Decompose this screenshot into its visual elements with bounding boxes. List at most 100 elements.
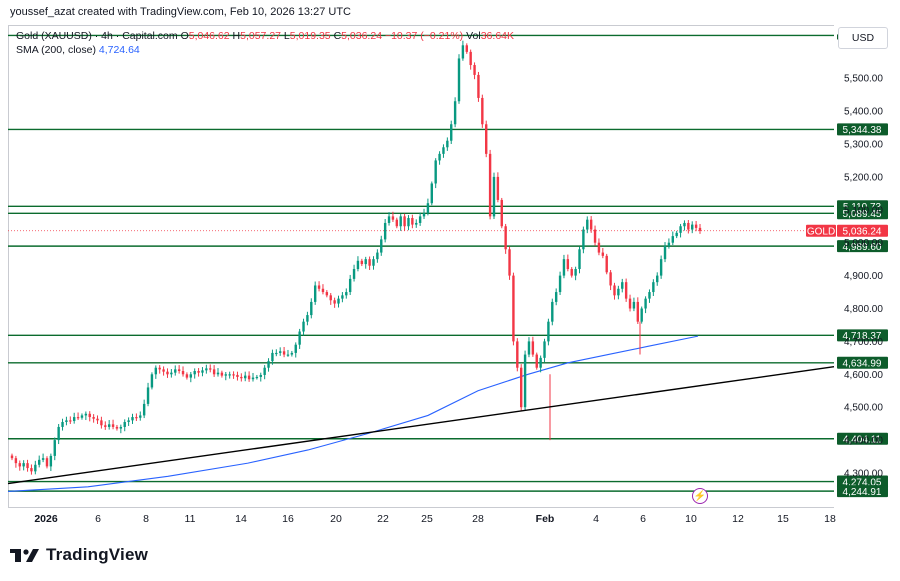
sma-value: 4,724.64 <box>98 44 140 56</box>
candle-body <box>162 369 165 372</box>
candle-body <box>613 285 616 296</box>
candle-body <box>481 97 484 125</box>
current-price-tag <box>837 224 888 237</box>
candle-body <box>395 219 399 227</box>
candle-body <box>566 259 570 270</box>
candle-body <box>259 374 262 377</box>
candle-body <box>193 371 196 375</box>
level-price-tag <box>837 356 888 369</box>
candle-body <box>236 374 239 377</box>
candle-body <box>418 216 422 223</box>
candle-body <box>321 288 325 293</box>
symbol-price-tag <box>806 224 836 237</box>
x-tick-label: 20 <box>330 513 342 525</box>
candle-body <box>278 351 282 353</box>
candle-body <box>100 420 103 426</box>
candle-body <box>115 426 119 429</box>
candle-body <box>84 413 88 416</box>
brand-name: TradingView <box>46 545 149 564</box>
candle-body <box>387 216 391 223</box>
level-price-label: 4,274.05 <box>843 477 882 488</box>
horizontal-levels: 5,110.735,089.454,989.604,718.374,634.99… <box>8 34 888 498</box>
candle-body <box>512 275 515 342</box>
tradingview-brand[interactable]: TradingView <box>10 545 148 565</box>
level-price-tag <box>837 123 888 136</box>
symbol-tag-label: GOLD <box>807 227 835 238</box>
candle-body <box>574 269 577 276</box>
level-price-tag <box>837 432 888 445</box>
candle-body <box>18 463 21 467</box>
candle-body <box>146 387 150 404</box>
candle-body <box>434 160 437 184</box>
candle-body <box>644 298 647 309</box>
symbol-title[interactable]: Gold (XAUUSD) · 4h · Capital.com <box>16 30 178 42</box>
y-tick-label: 5,500.00 <box>844 74 883 85</box>
y-tick-label: 4,900.00 <box>844 271 883 282</box>
symbol-legend[interactable]: Gold (XAUUSD) · 4h · Capital.com O5,046.… <box>16 30 514 42</box>
x-tick-label: 11 <box>185 513 196 525</box>
low-label: L <box>283 30 290 42</box>
candle-body <box>652 282 655 293</box>
candle-body <box>205 368 208 371</box>
y-tick-label: 5,200.00 <box>844 172 883 183</box>
x-tick-label: 25 <box>421 513 433 525</box>
candle-body <box>142 403 146 416</box>
candle-body <box>306 315 309 322</box>
candle-body <box>687 222 690 230</box>
candle-body <box>426 203 430 214</box>
candle-body <box>558 275 562 293</box>
x-tick-label: 10 <box>685 513 697 525</box>
volume-label: Vol <box>466 30 481 42</box>
candle-body <box>267 361 270 368</box>
candle-body <box>30 468 33 472</box>
candles-layer <box>10 40 702 475</box>
currency-button[interactable]: USD <box>838 27 888 49</box>
candle-body <box>271 352 274 362</box>
candle-body <box>61 422 64 427</box>
x-tick-label: 12 <box>732 513 744 525</box>
x-tick-label: 8 <box>143 513 149 525</box>
open-value: 5,046.62 <box>188 30 230 42</box>
candle-body <box>488 153 492 217</box>
x-tick-label: 15 <box>777 513 789 525</box>
candle-body <box>34 464 37 472</box>
level-price-label: 4,989.60 <box>843 242 882 253</box>
candle-body <box>621 282 624 289</box>
candle-body <box>189 374 193 378</box>
candle-body <box>527 341 531 355</box>
candle-body <box>531 341 535 355</box>
candle-body <box>380 239 383 253</box>
candle-body <box>364 259 367 265</box>
candle-body <box>53 440 56 456</box>
y-tick-label: 4,700.00 <box>844 337 883 348</box>
candle-body <box>399 216 402 227</box>
sma-200-line <box>7 335 699 492</box>
x-tick-label: 6 <box>95 513 101 525</box>
candle-body <box>251 377 255 380</box>
lightning-icon[interactable]: ⚡ <box>692 488 708 504</box>
level-price-tag <box>837 475 888 488</box>
level-price-tag <box>837 485 888 498</box>
level-price-label: 4,718.37 <box>843 331 882 342</box>
candle-body <box>360 260 364 265</box>
candle-body <box>496 176 500 200</box>
x-tick-label: Feb <box>536 513 555 525</box>
candle-body <box>150 374 154 388</box>
candle-body <box>107 424 111 427</box>
candle-body <box>341 295 344 299</box>
candle-body <box>461 45 465 59</box>
ascending-trendline <box>7 366 835 485</box>
candle-body <box>586 219 589 230</box>
sma-legend[interactable]: SMA (200, close) 4,724.64 <box>16 44 140 56</box>
candle-body <box>317 285 321 289</box>
current-price-label: 5,036.24 <box>843 227 882 238</box>
candle-body <box>209 368 212 370</box>
y-tick-label: 4,400.00 <box>844 436 883 447</box>
y-tick-label: 5,000.00 <box>844 238 883 249</box>
candle-body <box>294 344 297 353</box>
candle-body <box>578 249 581 270</box>
y-tick-label: 5,400.00 <box>844 107 883 118</box>
candle-body <box>679 226 682 233</box>
candle-body <box>135 417 138 419</box>
